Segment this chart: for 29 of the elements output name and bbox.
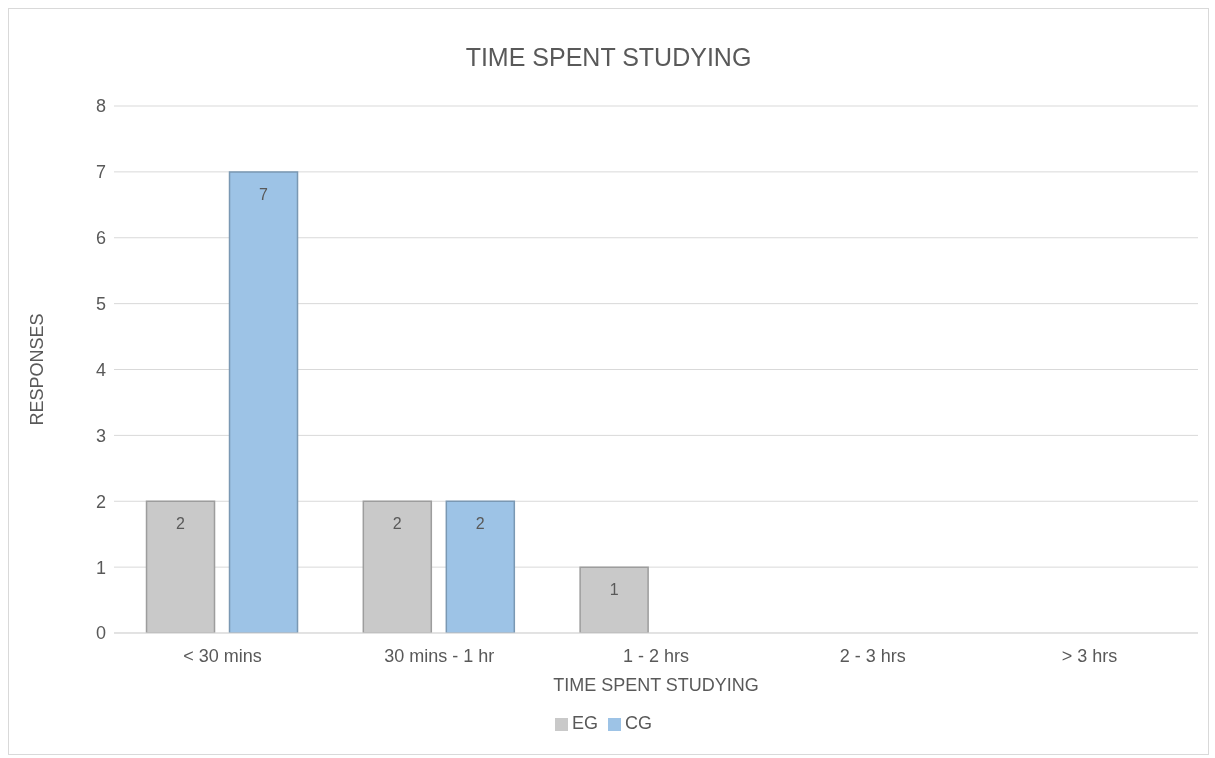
data-label: 2 — [392, 515, 402, 533]
y-tick-label: 4 — [95, 359, 106, 380]
bar — [579, 566, 649, 633]
y-tick-label: 6 — [95, 228, 106, 249]
bar — [362, 500, 433, 633]
data-label: 1 — [609, 581, 619, 599]
y-axis-title: RESPONSES — [27, 313, 48, 426]
y-tick-label: 0 — [95, 623, 106, 644]
x-tick-label: 1 - 2 hrs — [622, 645, 690, 666]
bar — [228, 171, 299, 633]
bar — [145, 500, 216, 633]
bar — [445, 500, 516, 633]
legend-label: EG — [571, 713, 598, 733]
y-tick-label: 7 — [95, 162, 106, 183]
x-tick-label: 30 mins - 1 hr — [384, 645, 495, 666]
legend-label: CG — [625, 713, 652, 733]
y-tick-label: 3 — [95, 425, 106, 446]
y-tick-label: 2 — [95, 491, 106, 512]
y-tick-label: 8 — [95, 96, 106, 117]
x-tick-label: 2 - 3 hrs — [839, 645, 906, 666]
data-label: 2 — [475, 515, 485, 533]
x-axis-title: TIME SPENT STUDYING — [553, 675, 759, 695]
x-tick-label: > 3 hrs — [1061, 645, 1118, 666]
y-tick-label: 1 — [95, 557, 106, 578]
data-label: 2 — [176, 515, 186, 533]
x-tick-label: < 30 mins — [183, 645, 262, 666]
data-label: 7 — [259, 185, 269, 203]
y-tick-label: 5 — [95, 294, 106, 315]
chart-title: TIME SPENT STUDYING — [464, 43, 753, 72]
